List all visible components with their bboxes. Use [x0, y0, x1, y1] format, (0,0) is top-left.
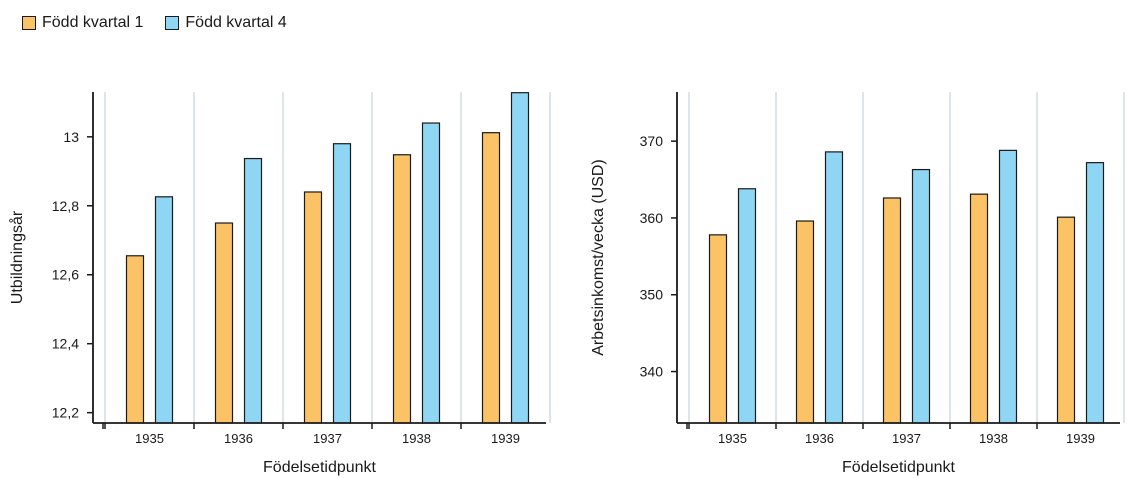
y-tick-label: 350: [640, 287, 664, 303]
y-tick-label: 13: [63, 129, 79, 145]
chart-income: 1935 1936 1937 1938 1939 340 350 360 370 Födelset…: [590, 92, 1125, 476]
bar-q4-1937: [911, 168, 931, 424]
bar-q1-1938: [392, 154, 412, 424]
bar-q4-1935: [154, 196, 174, 424]
y-tick-label: 12,2: [52, 405, 79, 421]
x-tick-label-1935: 1935: [718, 431, 747, 446]
x-tick-label-1936: 1936: [805, 431, 834, 446]
y-axis-title: Arbetsinkomst/vecka (USD): [590, 159, 607, 356]
y-axis-title: Utbildningsår: [8, 210, 26, 304]
bar-q1-1939: [481, 132, 501, 424]
bar-q4-1939: [1085, 162, 1105, 424]
y-tick-label: 370: [640, 133, 664, 149]
legend: Född kvartal 1 Född kvartal 4: [22, 12, 309, 34]
x-tick-label-1936: 1936: [224, 431, 253, 446]
legend-label-q1: Född kvartal 1: [42, 14, 144, 31]
legend-swatch-q4: [165, 16, 180, 30]
bar-q1-1936: [795, 220, 815, 424]
y-tick-label: 360: [640, 210, 664, 226]
bar-q4-1936: [243, 157, 263, 424]
legend-swatch-q1: [22, 16, 36, 30]
chart-education: 1935 1936 1937 1938 1939 12,2 12,4 12,6 12,8 13 Fö…: [8, 92, 551, 476]
x-tick-label-1938: 1938: [402, 431, 431, 446]
bar-q4-1936: [824, 151, 844, 424]
x-axis-title: Födelsetidpunkt: [263, 459, 377, 476]
bar-q1-1937: [303, 191, 323, 424]
bar-q4-1938: [998, 149, 1018, 424]
legend-label-q4: Född kvartal 4: [185, 14, 287, 31]
x-tick-label-1939: 1939: [491, 431, 520, 446]
legend-item-q4: Född kvartal 4: [165, 14, 287, 32]
y-tick-label: 12,4: [52, 336, 79, 352]
x-tick-label-1935: 1935: [135, 431, 164, 446]
x-tick-label-1938: 1938: [979, 431, 1008, 446]
bar-q1-1935: [708, 234, 728, 424]
bar-q4-1935: [737, 188, 757, 424]
bar-q1-1937: [882, 197, 902, 424]
bar-q4-1938: [421, 122, 441, 424]
bar-q1-1938: [969, 193, 989, 424]
x-tick-label-1939: 1939: [1066, 431, 1095, 446]
bar-q4-1937: [332, 143, 352, 424]
y-tick-label: 340: [640, 364, 664, 380]
x-axis-title: Födelsetidpunkt: [842, 459, 956, 476]
bar-q1-1939: [1056, 216, 1076, 424]
bar-q1-1936: [214, 222, 234, 424]
x-tick-label-1937: 1937: [892, 431, 921, 446]
x-tick-label-1937: 1937: [313, 431, 342, 446]
y-tick-label: 12,8: [52, 198, 79, 214]
legend-item-q1: Född kvartal 1: [22, 14, 143, 32]
y-tick-label: 12,6: [52, 267, 79, 283]
bar-q1-1935: [125, 255, 145, 424]
bar-q4-1939: [510, 92, 530, 424]
